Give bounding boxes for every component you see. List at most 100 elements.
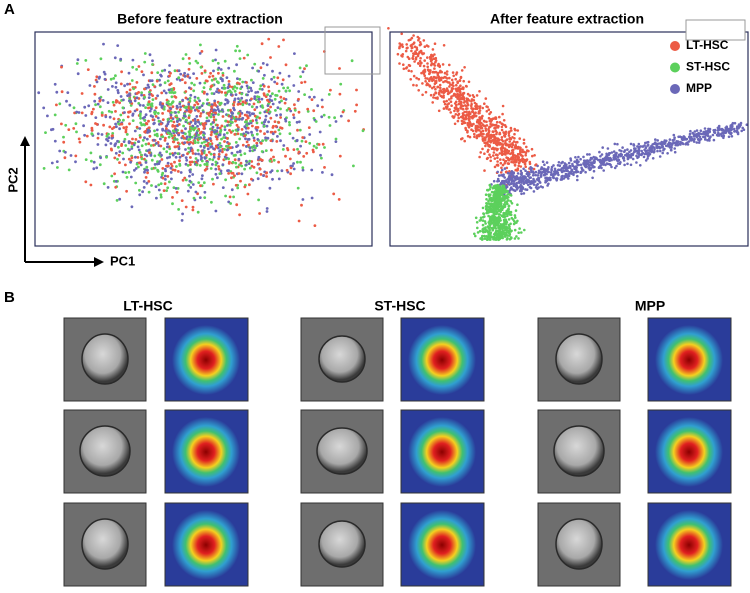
point [127,110,130,114]
point [491,123,494,126]
point [151,118,155,122]
point [118,197,122,201]
point [520,231,523,234]
point [528,180,531,184]
point [277,160,280,164]
point [212,69,215,73]
point [260,97,264,101]
point [451,81,455,84]
point [143,136,146,140]
point [95,75,99,79]
point [192,72,196,75]
point [209,122,213,126]
point [191,205,195,209]
point [497,219,501,223]
point [646,155,650,158]
point [500,128,504,132]
point [154,185,158,189]
point [166,156,169,160]
point [216,126,220,130]
point [646,143,650,147]
point [109,142,113,145]
point [471,110,474,113]
point [589,161,592,164]
point [182,116,186,120]
point [75,130,78,134]
point [454,77,458,81]
point [472,99,476,102]
point [200,141,204,145]
point [276,135,279,138]
point [462,79,466,83]
point [108,125,112,129]
point [644,146,648,149]
point [299,75,302,78]
point [113,172,116,176]
point [250,112,254,115]
point [192,196,196,200]
point [199,112,203,115]
point [688,135,691,138]
point [225,144,228,148]
point [510,129,513,132]
point [187,116,191,120]
point [517,237,520,240]
point [224,91,227,95]
point [214,135,218,139]
point [237,157,241,161]
point [430,56,433,59]
point [149,144,153,147]
point [501,231,505,235]
point [257,162,260,166]
point [293,108,297,112]
point [163,174,167,178]
point [629,154,633,158]
point [198,52,202,55]
point [223,86,227,90]
point [279,95,283,99]
point [125,90,129,94]
point [507,204,511,208]
point [148,90,151,94]
point [313,224,317,228]
point [148,134,152,138]
point [244,130,248,134]
point [159,182,163,186]
point [164,129,167,133]
point [497,238,500,242]
point [493,157,497,160]
point [431,48,435,51]
point [245,81,248,84]
arrow-head [20,136,104,267]
point [235,165,238,169]
point [219,77,223,80]
point [114,100,118,104]
point [160,69,164,73]
point [238,57,242,60]
cell [553,425,605,477]
point [259,142,263,145]
point [172,186,176,190]
point [63,156,67,160]
point [509,230,512,233]
point [480,126,484,130]
point [271,69,274,73]
point [508,140,512,143]
point [118,101,121,105]
point [551,175,555,179]
point [616,155,620,158]
point [457,116,461,120]
point [275,82,279,85]
point [508,178,511,182]
point [239,133,243,136]
point [179,105,183,109]
point [241,103,245,107]
point [233,85,237,88]
point [98,99,102,103]
point [597,158,600,162]
point [278,132,282,136]
point [169,166,173,170]
point [557,161,561,164]
point [114,151,118,155]
point [434,96,437,100]
